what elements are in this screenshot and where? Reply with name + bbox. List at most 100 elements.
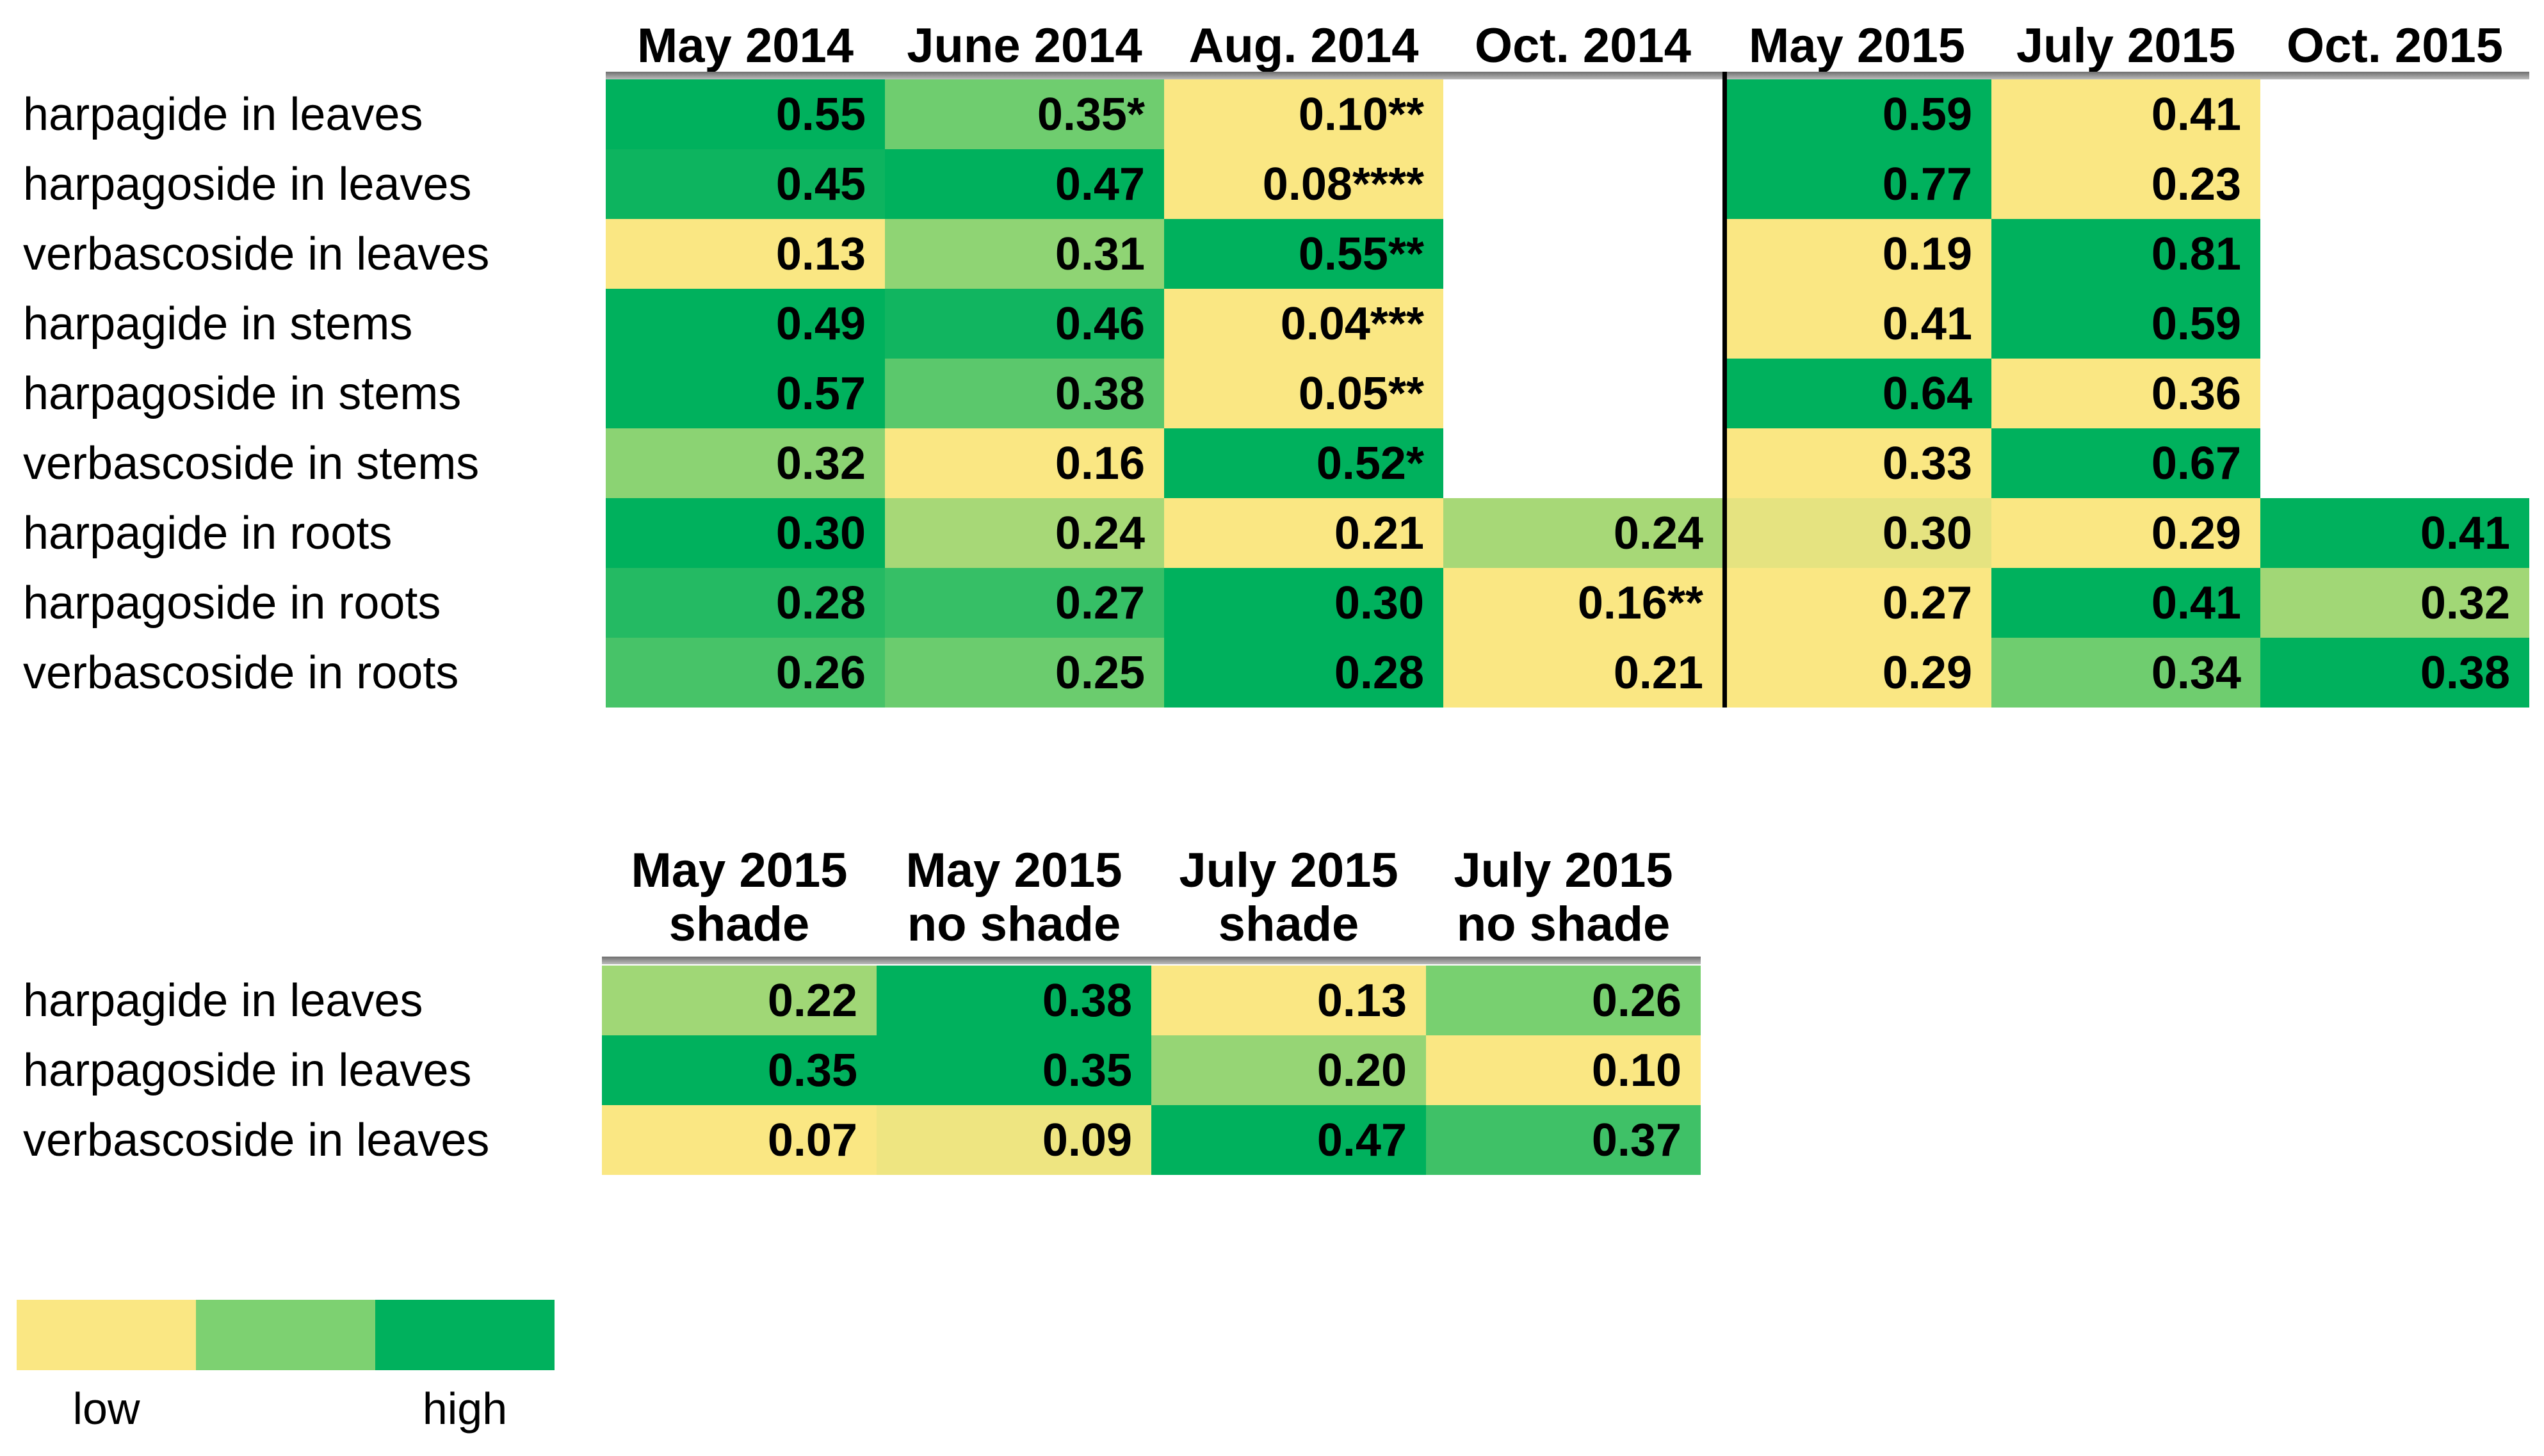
heatmap-cell: 0.08**** xyxy=(1164,149,1443,219)
heatmap-cell: 0.23 xyxy=(1991,149,2260,219)
heatmap-cell: 0.21 xyxy=(1164,498,1443,568)
heatmap-cell: 0.30 xyxy=(1164,568,1443,638)
header-underline xyxy=(606,72,2529,79)
heatmap-cell: 0.57 xyxy=(606,359,885,428)
heatmap-cell: 0.13 xyxy=(606,219,885,289)
column-header: May 2015 xyxy=(905,843,1122,898)
heatmap-cell: 0.41 xyxy=(1991,568,2260,638)
heatmap-cell: 0.38 xyxy=(877,966,1151,1035)
heatmap-cell: 0.55** xyxy=(1164,219,1443,289)
header-underline xyxy=(602,957,1701,964)
heatmap-cell: 0.33 xyxy=(1722,428,1991,498)
heatmap-cell: 0.46 xyxy=(885,289,1164,359)
row-label: harpagoside in leaves xyxy=(23,158,472,210)
heatmap-cell: 0.05** xyxy=(1164,359,1443,428)
row-label: harpagide in roots xyxy=(23,507,393,559)
heatmap-cell: 0.41 xyxy=(1991,79,2260,149)
column-header: no shade xyxy=(1456,897,1671,951)
legend-swatch-mid xyxy=(196,1300,375,1370)
heatmap-cell: 0.20 xyxy=(1151,1035,1426,1105)
column-header: Oct. 2015 xyxy=(2287,19,2503,73)
heatmap-cell: 0.34 xyxy=(1991,638,2260,708)
heatmap-cell: 0.24 xyxy=(885,498,1164,568)
heatmap-cell: 0.29 xyxy=(1991,498,2260,568)
heatmap-cell: 0.22 xyxy=(602,966,877,1035)
heatmap-cell: 0.24 xyxy=(1443,498,1722,568)
heatmap-cell: 0.35* xyxy=(885,79,1164,149)
legend: low high xyxy=(0,1293,576,1456)
heatmap-cell: 0.38 xyxy=(885,359,1164,428)
column-header: no shade xyxy=(907,897,1121,951)
heatmap-cell: 0.04*** xyxy=(1164,289,1443,359)
row-label: harpagide in leaves xyxy=(23,975,423,1026)
heatmap-cell: 0.41 xyxy=(1722,289,1991,359)
heatmap-cell: 0.28 xyxy=(1164,638,1443,708)
heatmap-cell: 0.36 xyxy=(1991,359,2260,428)
column-header: July 2015 xyxy=(1179,843,1398,898)
row-label: harpagoside in stems xyxy=(23,368,462,419)
heatmap-cell: 0.59 xyxy=(1722,79,1991,149)
heatmap-cell: 0.47 xyxy=(1151,1105,1426,1175)
heatmap-cell: 0.47 xyxy=(885,149,1164,219)
row-label: harpagoside in leaves xyxy=(23,1044,472,1096)
heatmap-cell: 0.27 xyxy=(1722,568,1991,638)
row-label: verbascoside in leaves xyxy=(23,1114,490,1166)
heatmap-cell: 0.16** xyxy=(1443,568,1722,638)
heatmap-cell: 0.32 xyxy=(606,428,885,498)
heatmap-cell: 0.81 xyxy=(1991,219,2260,289)
row-label: verbascoside in roots xyxy=(23,647,459,699)
column-header: May 2014 xyxy=(636,19,854,73)
column-header: July 2015 xyxy=(2016,19,2236,73)
row-label: verbascoside in stems xyxy=(23,437,480,489)
heatmap-cell: 0.28 xyxy=(606,568,885,638)
heatmap-cell: 0.77 xyxy=(1722,149,1991,219)
heatmap-cell: 0.25 xyxy=(885,638,1164,708)
row-label: harpagide in leaves xyxy=(23,88,423,140)
year-divider xyxy=(1722,72,1727,708)
heatmap-cell: 0.07 xyxy=(602,1105,877,1175)
heatmap-cell: 0.45 xyxy=(606,149,885,219)
heatmap-cell: 0.26 xyxy=(1426,966,1701,1035)
heatmap-cell: 0.35 xyxy=(877,1035,1151,1105)
column-header: shade xyxy=(668,897,810,951)
column-header: Aug. 2014 xyxy=(1188,19,1419,73)
heatmap-cell: 0.35 xyxy=(602,1035,877,1105)
legend-high-label: high xyxy=(422,1384,508,1434)
column-header: May 2015 xyxy=(631,843,848,898)
heatmap-cell: 0.31 xyxy=(885,219,1164,289)
heatmap-cell: 0.27 xyxy=(885,568,1164,638)
heatmap-cell: 0.30 xyxy=(606,498,885,568)
heatmap-cell: 0.32 xyxy=(2260,568,2529,638)
column-header: May 2015 xyxy=(1748,19,1966,73)
heatmap-cell: 0.41 xyxy=(2260,498,2529,568)
heatmap-cell: 0.49 xyxy=(606,289,885,359)
heatmap-cell: 0.55 xyxy=(606,79,885,149)
heatmap-cell: 0.10 xyxy=(1426,1035,1701,1105)
heatmap-cell: 0.13 xyxy=(1151,966,1426,1035)
row-label: verbascoside in leaves xyxy=(23,228,490,280)
heatmap-cell: 0.10** xyxy=(1164,79,1443,149)
heatmap-cell: 0.29 xyxy=(1722,638,1991,708)
heatmap-cell: 0.16 xyxy=(885,428,1164,498)
heatmap-cell: 0.19 xyxy=(1722,219,1991,289)
column-header: June 2014 xyxy=(907,19,1142,73)
column-header: July 2015 xyxy=(1454,843,1673,898)
heatmap-cell: 0.37 xyxy=(1426,1105,1701,1175)
heatmap-cell: 0.64 xyxy=(1722,359,1991,428)
legend-swatch-high xyxy=(375,1300,555,1370)
heatmap-cell: 0.21 xyxy=(1443,638,1722,708)
heatmap-cell: 0.30 xyxy=(1722,498,1991,568)
heatmap-cell: 0.38 xyxy=(2260,638,2529,708)
legend-low-label: low xyxy=(72,1384,140,1434)
heatmap-cell: 0.09 xyxy=(877,1105,1151,1175)
heatmap-cell: 0.59 xyxy=(1991,289,2260,359)
heatmap-cell: 0.26 xyxy=(606,638,885,708)
row-label: harpagide in stems xyxy=(23,298,413,350)
heatmap-cell: 0.52* xyxy=(1164,428,1443,498)
column-header: Oct. 2014 xyxy=(1475,19,1691,73)
row-label: harpagoside in roots xyxy=(23,577,441,629)
legend-swatch-low xyxy=(17,1300,196,1370)
